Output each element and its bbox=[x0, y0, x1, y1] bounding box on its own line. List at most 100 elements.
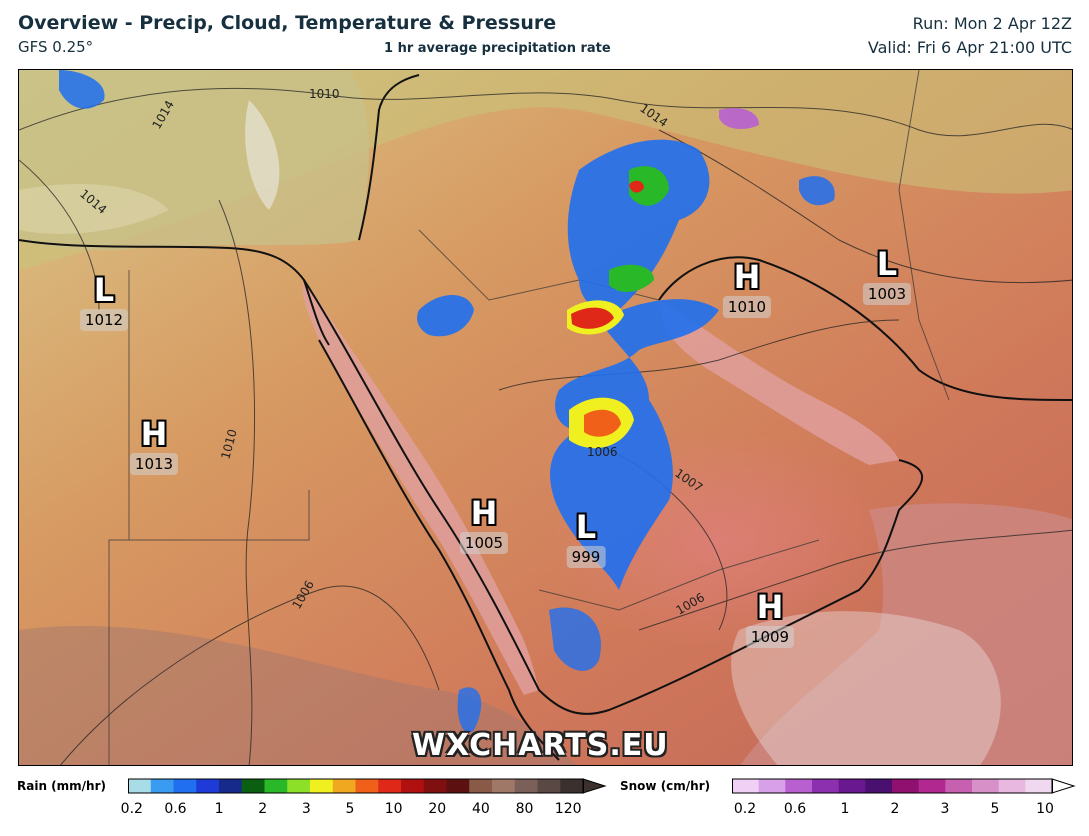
precipitation bbox=[59, 70, 835, 733]
rain-color-segment bbox=[128, 779, 152, 793]
rain-legend-title: Rain (mm/hr) bbox=[17, 779, 106, 793]
pressure-value: 1013 bbox=[129, 453, 179, 475]
snow-tick-label: 3 bbox=[940, 801, 950, 817]
weather-map[interactable]: 1010 1014 1014 1010 1006 1006 1007 1006 … bbox=[18, 69, 1073, 766]
rain-color-segment bbox=[219, 779, 243, 793]
coastline-north-africa bbox=[19, 239, 330, 346]
rain-color-segment bbox=[492, 779, 516, 793]
pressure-letter: L bbox=[876, 245, 898, 283]
snow-tick-label: 10 bbox=[1036, 801, 1054, 817]
pressure-value: 1012 bbox=[79, 309, 129, 331]
snow-color-segment bbox=[758, 779, 786, 793]
rain-tick-label: 5 bbox=[345, 801, 355, 817]
snow-color-segment bbox=[865, 779, 893, 793]
pressure-center-low: L 1012 bbox=[79, 271, 129, 331]
rain-color-segment bbox=[514, 779, 538, 793]
cloud-libya bbox=[19, 184, 169, 234]
pressure-letter: H bbox=[470, 494, 498, 532]
rain-tick-label: 0.2 bbox=[120, 801, 143, 817]
snow-tick-label: 1 bbox=[840, 801, 850, 817]
rain-color-segment bbox=[287, 779, 311, 793]
isobar-line bbox=[658, 129, 1072, 284]
snow-tick-label: 0.2 bbox=[733, 801, 757, 817]
rain-cell-moderate bbox=[609, 264, 654, 292]
snow-tick-label: 5 bbox=[990, 801, 1000, 817]
cloud-band-arabian-sea bbox=[731, 611, 1001, 765]
snow-legend-title: Snow (cm/hr) bbox=[620, 779, 711, 793]
pressure-letter: H bbox=[733, 258, 761, 296]
rain-tick-label: 10 bbox=[384, 801, 403, 817]
pressure-value: 1010 bbox=[722, 296, 772, 318]
isobar-line bbox=[60, 585, 440, 765]
snow-overflow-arrow bbox=[1051, 778, 1076, 794]
coastline-arabia bbox=[303, 279, 924, 715]
pressure-letter: L bbox=[575, 508, 597, 546]
rain-color-segment bbox=[446, 779, 470, 793]
rain-cell-intense bbox=[584, 409, 621, 437]
map-canvas: 1010 1014 1014 1010 1006 1006 1007 1006 … bbox=[19, 70, 1072, 765]
pressure-value: 1009 bbox=[745, 626, 795, 648]
rain-cell bbox=[549, 607, 601, 671]
rain-cell bbox=[567, 139, 710, 313]
rain-color-segment bbox=[264, 779, 288, 793]
snow-color-segment bbox=[838, 779, 866, 793]
snow-colorbar bbox=[732, 778, 1076, 794]
rain-color-segment bbox=[241, 779, 265, 793]
pressure-center-high: H 1005 bbox=[459, 494, 509, 554]
snow-color-segment bbox=[732, 779, 760, 793]
pressure-letter: L bbox=[93, 271, 115, 309]
pressure-center-high: H 1009 bbox=[745, 590, 795, 648]
rain-colorbar bbox=[128, 778, 607, 794]
chart-subtitle: 1 hr average precipitation rate bbox=[384, 41, 611, 56]
rain-tick-label: 2 bbox=[258, 801, 268, 817]
border-iran-afghanistan bbox=[898, 70, 950, 401]
rain-tick-label: 20 bbox=[428, 801, 447, 817]
rain-color-segment bbox=[537, 779, 561, 793]
pressure-center-high: H 1013 bbox=[129, 417, 179, 475]
model-label: GFS 0.25° bbox=[18, 38, 94, 56]
pressure-value: 999 bbox=[566, 546, 606, 568]
pressure-center-low: L 999 bbox=[566, 508, 606, 568]
border-yemen-saudi bbox=[538, 539, 820, 611]
rain-color-segment bbox=[560, 779, 584, 793]
rain-color-segment bbox=[310, 779, 334, 793]
rain-tick-label: 80 bbox=[515, 801, 534, 817]
snow-color-segment bbox=[972, 779, 1000, 793]
snow-color-segment bbox=[918, 779, 946, 793]
isobar-label: 1006 bbox=[587, 445, 618, 459]
valid-time: Valid: Fri 6 Apr 21:00 UTC bbox=[867, 38, 1072, 57]
rain-cell bbox=[457, 687, 482, 733]
rain-color-segment bbox=[401, 779, 425, 793]
rain-color-segment bbox=[196, 779, 220, 793]
rain-color-segment bbox=[332, 779, 356, 793]
coastline-africa-red-sea bbox=[318, 339, 560, 761]
rain-cell-moderate bbox=[629, 166, 669, 206]
snow-colorbar-outline bbox=[732, 778, 1053, 794]
pressure-center-low: L 1003 bbox=[862, 245, 912, 305]
chart-title: Overview - Precip, Cloud, Temperature & … bbox=[18, 12, 557, 34]
rain-overflow-arrow bbox=[582, 778, 607, 794]
rain-colorbar-outline bbox=[128, 778, 584, 794]
isobar-line bbox=[638, 529, 1072, 631]
rain-cell bbox=[59, 70, 105, 109]
snow-color-segment bbox=[1025, 779, 1053, 793]
snow-color-segment bbox=[892, 779, 920, 793]
snow-color-segment bbox=[945, 779, 973, 793]
isobar-line bbox=[218, 199, 256, 765]
isobar-line bbox=[19, 87, 1072, 137]
rain-cell bbox=[550, 299, 719, 590]
snow-tick-label: 0.6 bbox=[783, 801, 807, 817]
snow-cell bbox=[719, 108, 759, 130]
rain-color-segment bbox=[150, 779, 174, 793]
cloud-mediterranean bbox=[245, 100, 280, 210]
rain-tick-label: 40 bbox=[471, 801, 490, 817]
coastline-iran bbox=[658, 256, 1072, 401]
rain-cell bbox=[417, 295, 474, 337]
pressure-center-high: H 1010 bbox=[722, 258, 772, 318]
watermark-logo: WXCHARTS.EU bbox=[412, 728, 669, 763]
arabian-sea bbox=[740, 503, 1072, 765]
rain-tick-label: 3 bbox=[301, 801, 311, 817]
rain-color-segment bbox=[469, 779, 493, 793]
rain-tick-label: 120 bbox=[554, 801, 582, 817]
run-time: Run: Mon 2 Apr 12Z bbox=[912, 14, 1072, 33]
